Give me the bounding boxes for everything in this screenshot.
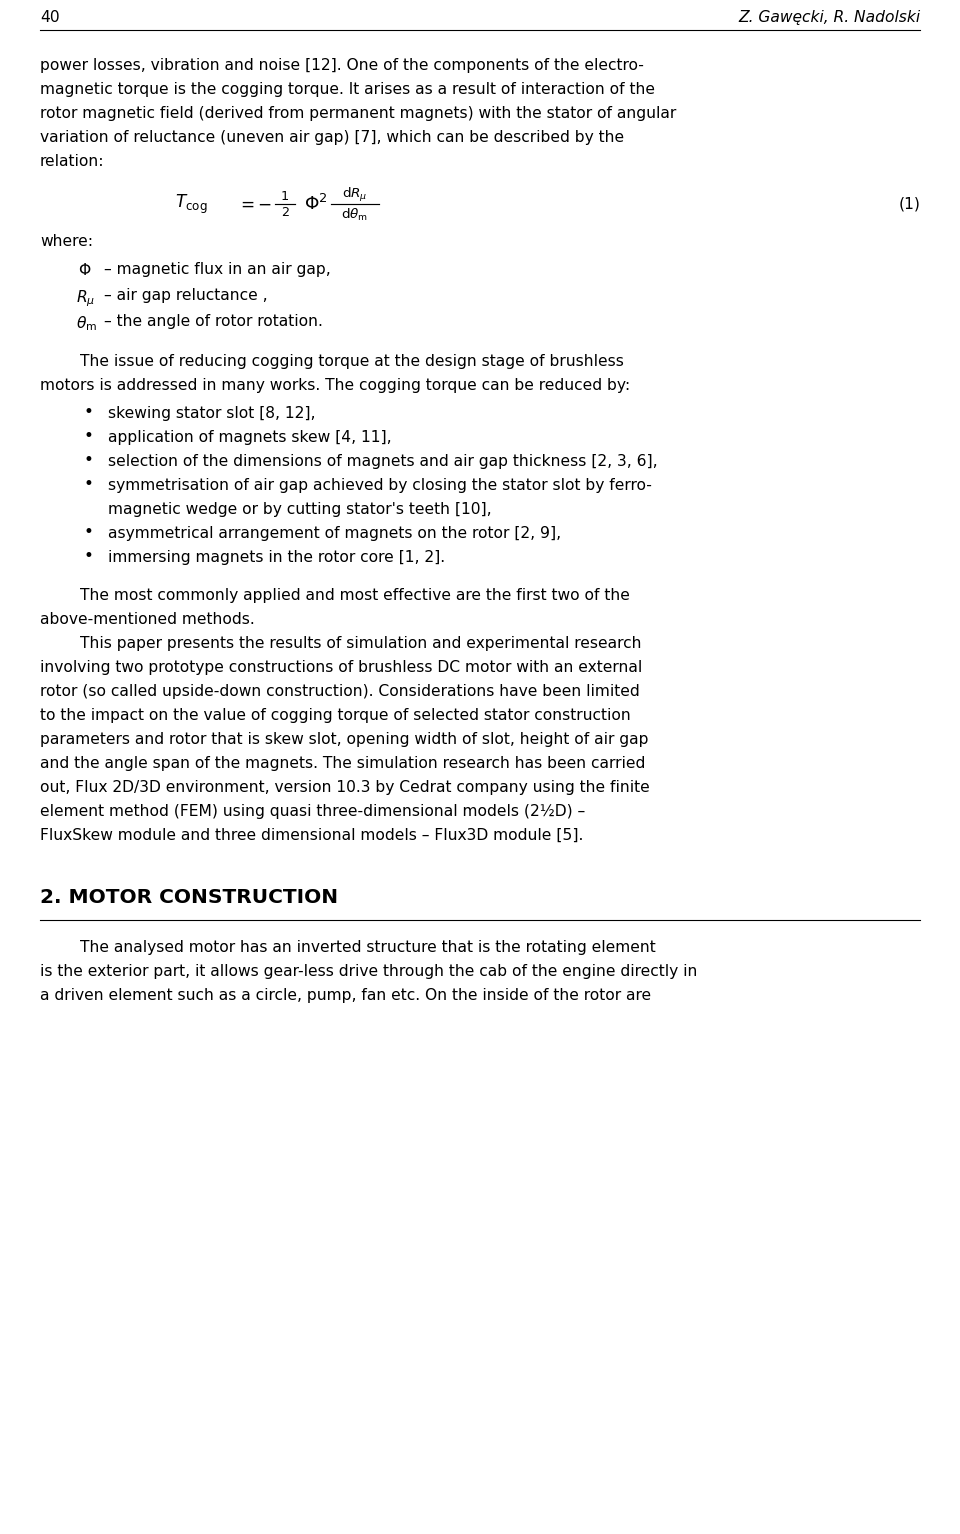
Text: •: • (84, 426, 93, 445)
Text: is the exterior part, it allows gear-less drive through the cab of the engine di: is the exterior part, it allows gear-les… (40, 963, 697, 979)
Text: asymmetrical arrangement of magnets on the rotor [2, 9],: asymmetrical arrangement of magnets on t… (108, 526, 562, 542)
Text: to the impact on the value of cogging torque of selected stator construction: to the impact on the value of cogging to… (40, 709, 631, 723)
Text: The most commonly applied and most effective are the first two of the: The most commonly applied and most effec… (80, 588, 630, 603)
Text: selection of the dimensions of magnets and air gap thickness [2, 3, 6],: selection of the dimensions of magnets a… (108, 454, 658, 469)
Text: The analysed motor has an inverted structure that is the rotating element: The analysed motor has an inverted struc… (80, 940, 656, 956)
Text: power losses, vibration and noise [12]. One of the components of the electro-: power losses, vibration and noise [12]. … (40, 58, 644, 74)
Text: variation of reluctance (uneven air gap) [7], which can be described by the: variation of reluctance (uneven air gap)… (40, 130, 624, 146)
Text: application of magnets skew [4, 11],: application of magnets skew [4, 11], (108, 430, 392, 445)
Text: element method (FEM) using quasi three-dimensional models (2½D) –: element method (FEM) using quasi three-d… (40, 804, 586, 819)
Text: FluxSkew module and three dimensional models – Flux3D module [5].: FluxSkew module and three dimensional mo… (40, 828, 584, 844)
Text: 2. MOTOR CONSTRUCTION: 2. MOTOR CONSTRUCTION (40, 888, 338, 907)
Text: This paper presents the results of simulation and experimental research: This paper presents the results of simul… (80, 637, 641, 650)
Text: Z. Gawęcki, R. Nadolski: Z. Gawęcki, R. Nadolski (738, 11, 920, 25)
Text: rotor (so called upside-down construction). Considerations have been limited: rotor (so called upside-down constructio… (40, 684, 639, 700)
Text: $\mathregular{d}\theta_{\mathregular{m}}$: $\mathregular{d}\theta_{\mathregular{m}}… (342, 207, 369, 222)
Text: 2: 2 (281, 207, 289, 219)
Text: •: • (84, 523, 93, 542)
Text: out, Flux 2D/3D environment, version 10.3 by Cedrat company using the finite: out, Flux 2D/3D environment, version 10.… (40, 779, 650, 795)
Text: magnetic torque is the cogging torque. It arises as a result of interaction of t: magnetic torque is the cogging torque. I… (40, 81, 655, 97)
Text: – air gap reluctance ,: – air gap reluctance , (104, 288, 268, 304)
Text: skewing stator slot [8, 12],: skewing stator slot [8, 12], (108, 407, 316, 420)
Text: $-$: $-$ (257, 195, 272, 213)
Text: $\mathit{\Phi}$: $\mathit{\Phi}$ (78, 262, 91, 278)
Text: $\mathit{R}_{\mu}$: $\mathit{R}_{\mu}$ (76, 288, 95, 308)
Text: $\Phi^{\mathregular{2}}$: $\Phi^{\mathregular{2}}$ (304, 193, 327, 215)
Text: 40: 40 (40, 11, 60, 25)
Text: $=$: $=$ (237, 195, 254, 213)
Text: magnetic wedge or by cutting stator's teeth [10],: magnetic wedge or by cutting stator's te… (108, 502, 492, 517)
Text: immersing magnets in the rotor core [1, 2].: immersing magnets in the rotor core [1, … (108, 551, 445, 565)
Text: 1: 1 (281, 190, 289, 202)
Text: above-mentioned methods.: above-mentioned methods. (40, 612, 254, 627)
Text: parameters and rotor that is skew slot, opening width of slot, height of air gap: parameters and rotor that is skew slot, … (40, 732, 649, 747)
Text: $\mathit{T}_{\mathregular{cog}}$: $\mathit{T}_{\mathregular{cog}}$ (175, 192, 207, 216)
Text: and the angle span of the magnets. The simulation research has been carried: and the angle span of the magnets. The s… (40, 756, 645, 772)
Text: involving two prototype constructions of brushless DC motor with an external: involving two prototype constructions of… (40, 660, 642, 675)
Text: •: • (84, 476, 93, 492)
Text: The issue of reducing cogging torque at the design stage of brushless: The issue of reducing cogging torque at … (80, 354, 624, 370)
Text: symmetrisation of air gap achieved by closing the stator slot by ferro-: symmetrisation of air gap achieved by cl… (108, 479, 652, 492)
Text: (1): (1) (899, 196, 920, 212)
Text: $\mathregular{d}R_{\mu}$: $\mathregular{d}R_{\mu}$ (343, 186, 368, 204)
Text: relation:: relation: (40, 153, 105, 169)
Text: •: • (84, 403, 93, 420)
Text: motors is addressed in many works. The cogging torque can be reduced by:: motors is addressed in many works. The c… (40, 377, 630, 393)
Text: •: • (84, 451, 93, 469)
Text: where:: where: (40, 235, 93, 249)
Text: •: • (84, 548, 93, 565)
Text: – magnetic flux in an air gap,: – magnetic flux in an air gap, (104, 262, 331, 278)
Text: rotor magnetic field (derived from permanent magnets) with the stator of angular: rotor magnetic field (derived from perma… (40, 106, 676, 121)
Text: – the angle of rotor rotation.: – the angle of rotor rotation. (104, 314, 323, 328)
Text: $\mathit{\theta}_{\mathregular{m}}$: $\mathit{\theta}_{\mathregular{m}}$ (76, 314, 97, 333)
Text: a driven element such as a circle, pump, fan etc. On the inside of the rotor are: a driven element such as a circle, pump,… (40, 988, 651, 1003)
